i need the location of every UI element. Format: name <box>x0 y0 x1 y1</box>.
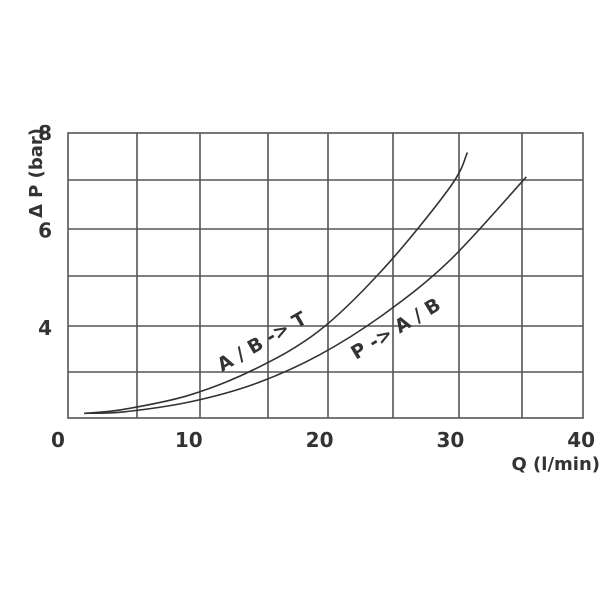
y-tick-label: 8 <box>38 121 52 145</box>
y-tick-label: 4 <box>38 316 52 340</box>
series-line-0 <box>84 152 469 415</box>
x-tick-label: 0 <box>51 428 65 452</box>
x-tick-label: 10 <box>175 428 203 452</box>
y-tick-label: 6 <box>38 219 52 243</box>
series-line-1 <box>84 176 527 415</box>
x-tick-label: 20 <box>306 428 334 452</box>
y-axis-label: Δ P (bar) <box>26 128 47 218</box>
curves <box>84 152 527 415</box>
grid <box>67 132 584 419</box>
x-axis-label: Q (l/min) <box>511 454 600 475</box>
x-tick-label: 40 <box>567 428 595 452</box>
tick-labels: 0 10 20 30 40 4 6 8 <box>38 121 595 452</box>
x-tick-label: 30 <box>436 428 464 452</box>
